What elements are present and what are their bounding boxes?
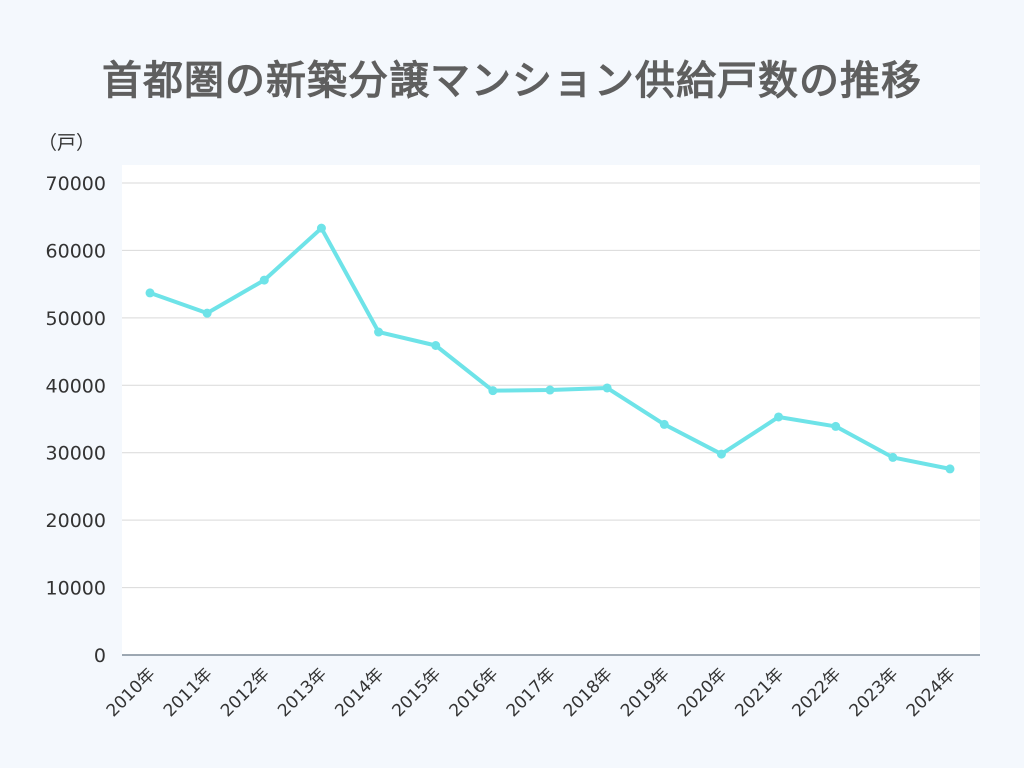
data-point: [202, 308, 212, 318]
y-axis-ticks: 0 10000 20000 30000 40000 50000 60000 70000: [46, 173, 106, 667]
plot-area: [122, 165, 980, 655]
y-axis-unit-label: （戸）: [38, 132, 96, 154]
data-points: [145, 223, 955, 474]
x-tick-label: 2021年: [731, 664, 788, 721]
x-tick-label: 2018年: [560, 664, 617, 721]
x-tick-label: 2022年: [788, 664, 845, 721]
data-point: [316, 223, 326, 233]
y-tick-label: 50000: [46, 308, 106, 330]
data-point: [259, 275, 269, 285]
x-axis-ticks: 2010年 2011年 2012年 2013年 2014年 2015年 2016年 2017年…: [103, 664, 960, 721]
grid-lines: [122, 182, 980, 589]
y-tick-label: 60000: [46, 240, 106, 262]
x-tick-label: 2016年: [446, 664, 503, 721]
x-tick-label: 2020年: [674, 664, 731, 721]
data-point: [945, 464, 955, 474]
y-tick-label: 20000: [46, 510, 106, 532]
data-point: [774, 412, 784, 422]
chart-title: 首都圏の新築分譲マンション供給戸数の推移: [102, 58, 922, 104]
data-point: [888, 452, 898, 462]
x-tick-label: 2014年: [331, 664, 388, 721]
data-point: [374, 327, 384, 337]
x-tick-label: 2015年: [388, 664, 445, 721]
x-tick-label: 2013年: [274, 664, 331, 721]
x-tick-label: 2019年: [617, 664, 674, 721]
y-tick-label: 10000: [46, 578, 106, 600]
x-tick-label: 2024年: [903, 664, 960, 721]
data-point: [831, 421, 841, 431]
x-tick-label: 2011年: [160, 664, 217, 721]
data-point: [488, 386, 498, 396]
x-tick-label: 2023年: [846, 664, 903, 721]
x-tick-label: 2017年: [503, 664, 560, 721]
y-tick-label: 70000: [46, 173, 106, 195]
data-point: [659, 419, 669, 429]
y-tick-label: 0: [94, 645, 106, 667]
y-tick-label: 30000: [46, 443, 106, 465]
data-point: [545, 385, 555, 395]
data-point: [716, 449, 726, 459]
data-point: [431, 341, 441, 351]
y-tick-label: 40000: [46, 375, 106, 397]
data-point: [602, 383, 612, 393]
x-tick-label: 2010年: [103, 664, 160, 721]
x-tick-label: 2012年: [217, 664, 274, 721]
data-point: [145, 288, 155, 298]
